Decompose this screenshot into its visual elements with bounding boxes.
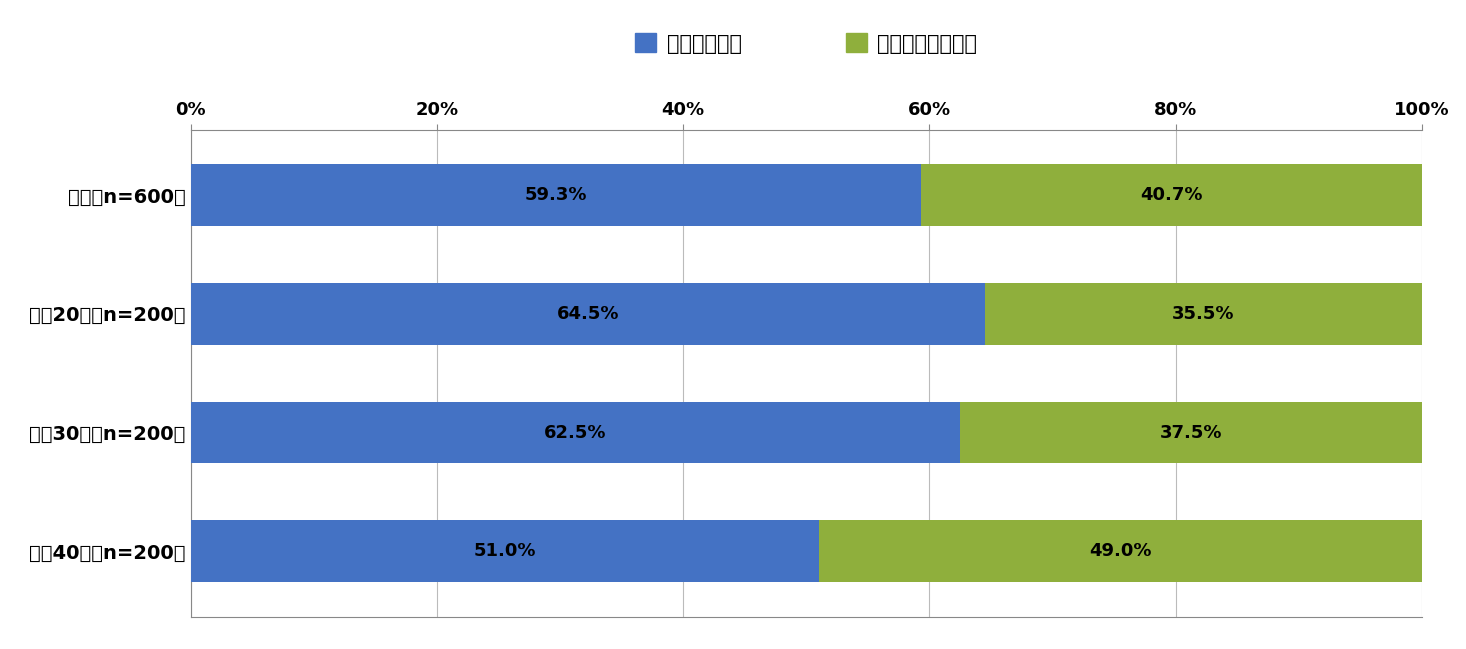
Legend: 面倒だと思う, 面倒だと思わない: 面倒だと思う, 面倒だと思わない (635, 33, 978, 54)
Text: 37.5%: 37.5% (1160, 424, 1223, 441)
Text: 49.0%: 49.0% (1089, 543, 1152, 560)
Bar (818, 520, 1422, 582)
Bar (191, 283, 985, 345)
Text: 35.5%: 35.5% (1173, 305, 1234, 323)
Bar (960, 402, 1422, 463)
Text: 62.5%: 62.5% (544, 424, 607, 441)
Bar (985, 283, 1422, 345)
Bar (921, 164, 1422, 226)
Bar (191, 402, 960, 463)
Bar (191, 164, 921, 226)
Text: 51.0%: 51.0% (474, 543, 537, 560)
Text: 40.7%: 40.7% (1141, 186, 1202, 204)
Text: 64.5%: 64.5% (557, 305, 619, 323)
Text: 59.3%: 59.3% (525, 186, 586, 204)
Bar (191, 520, 818, 582)
